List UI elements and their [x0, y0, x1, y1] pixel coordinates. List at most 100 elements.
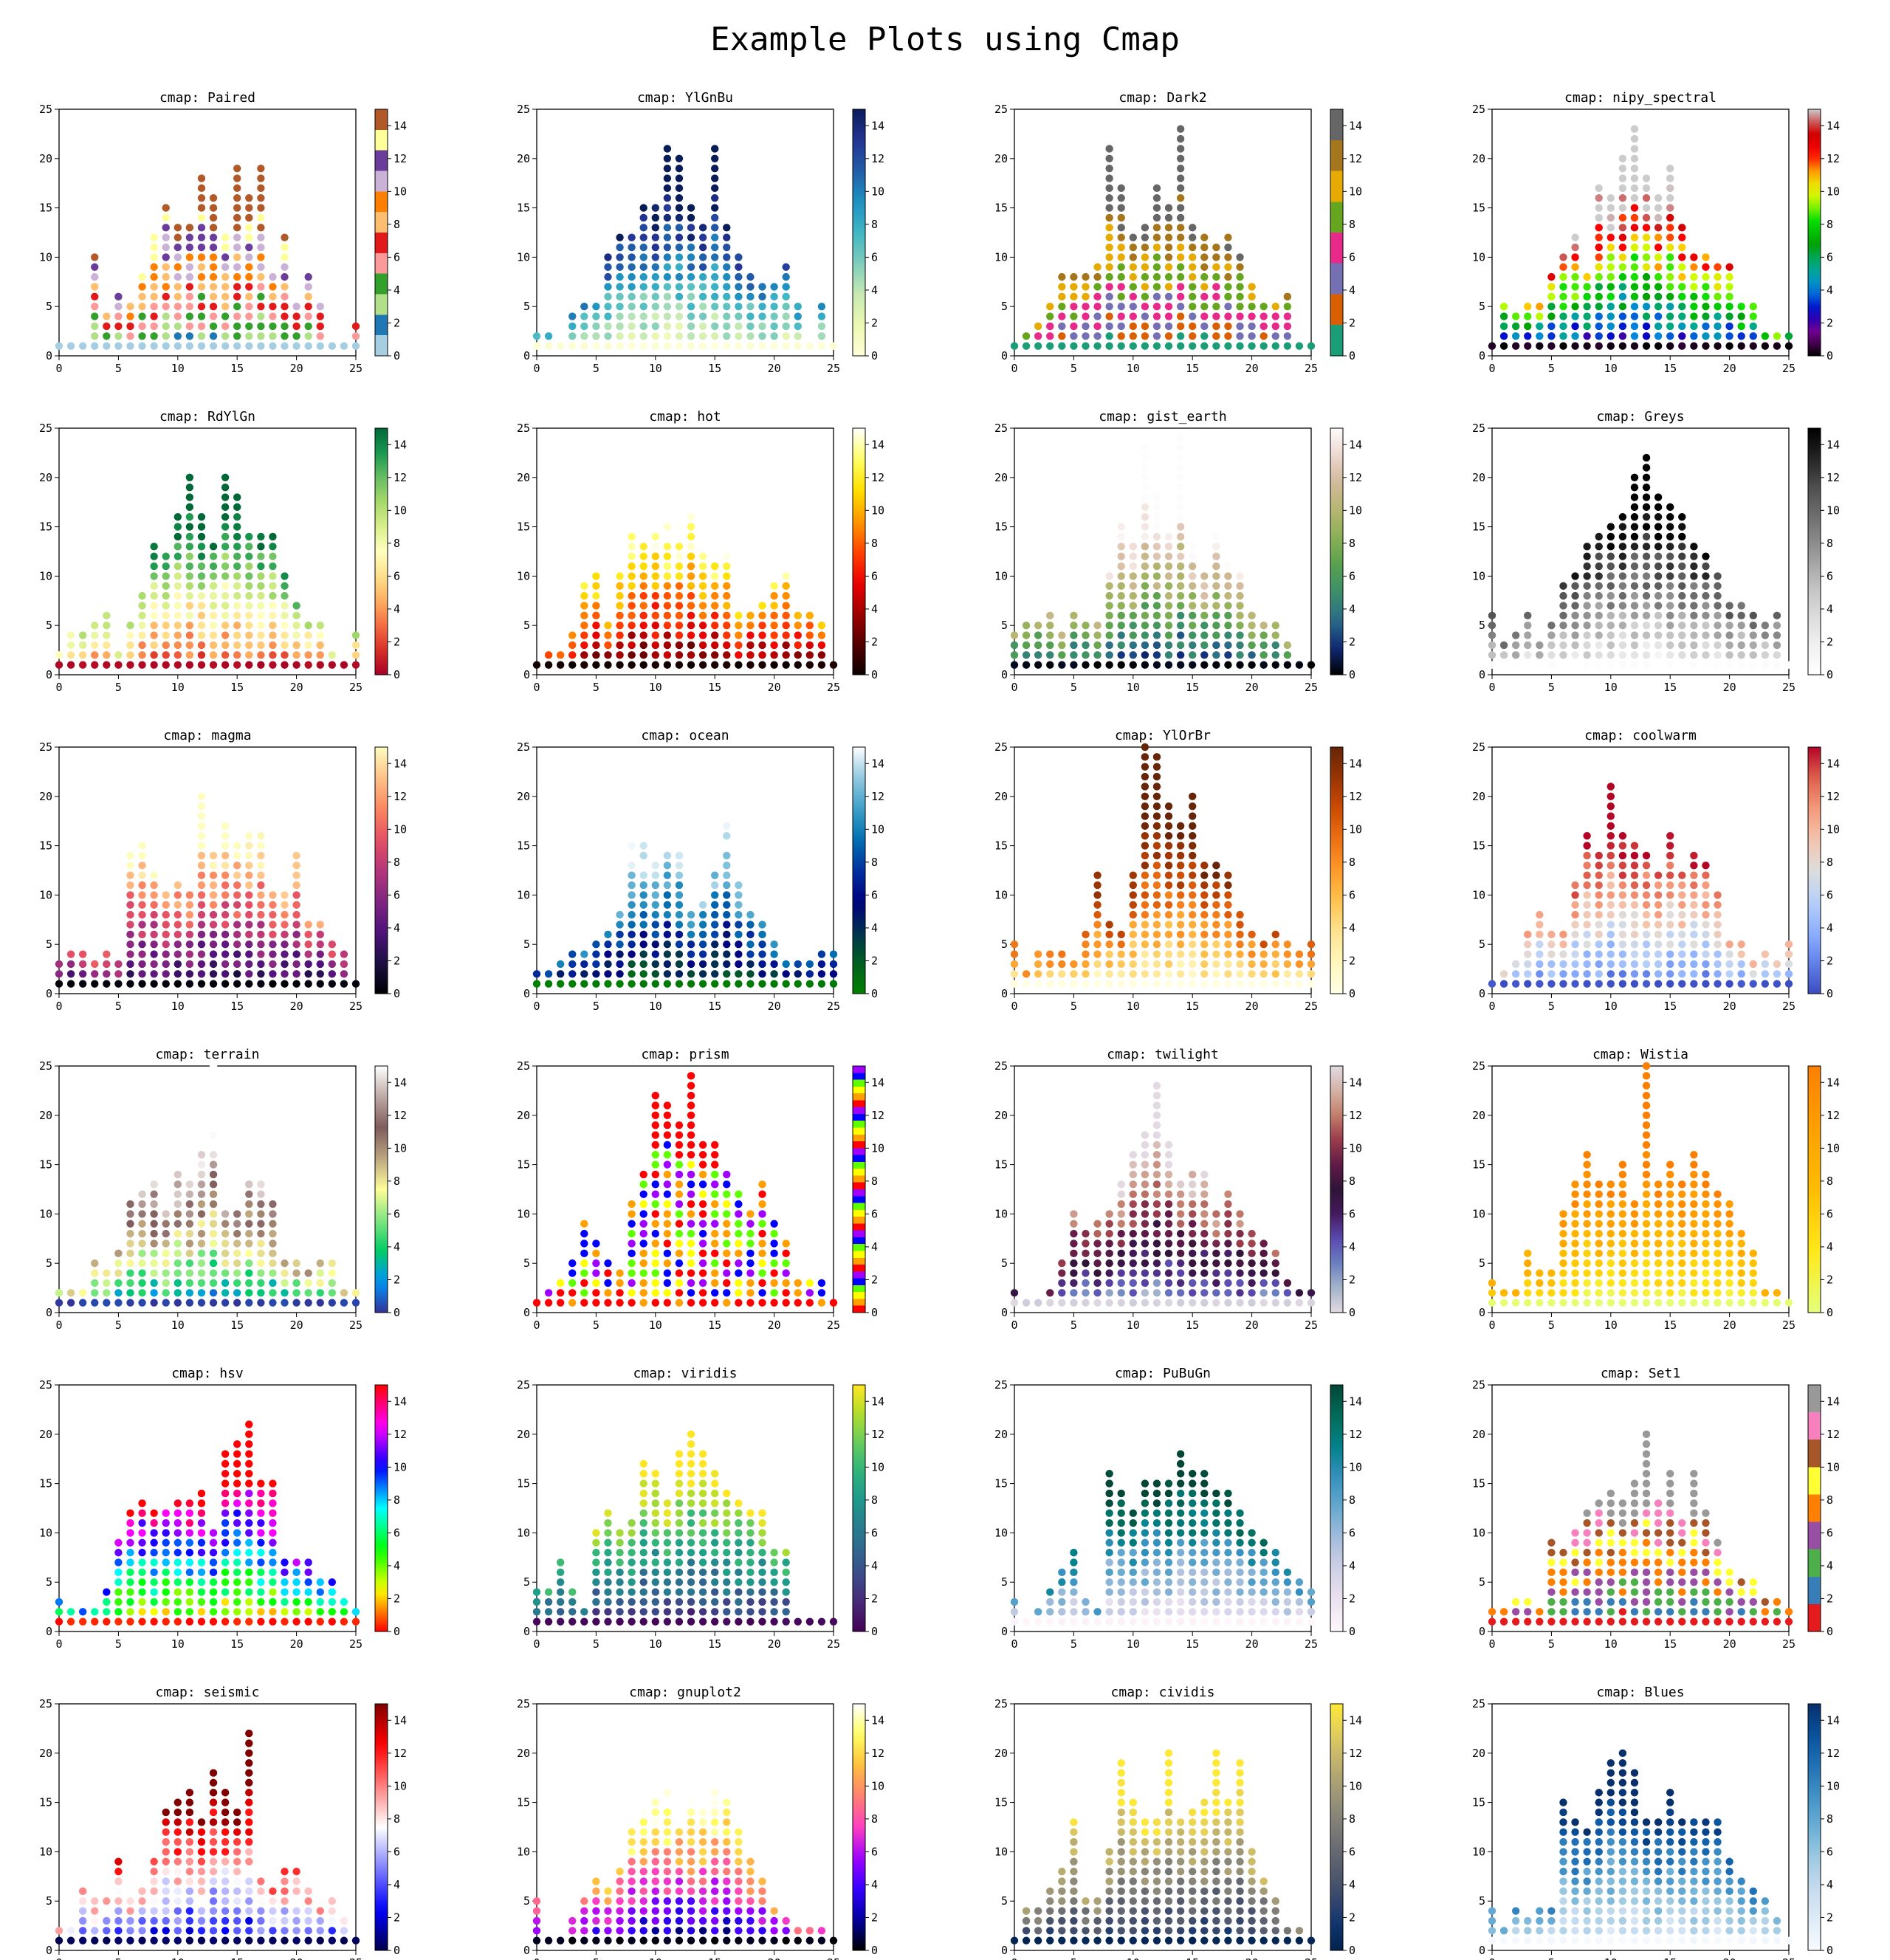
scatter-point [663, 950, 672, 958]
scatter-point [1654, 513, 1663, 521]
y-tick-label: 25 [517, 1059, 530, 1073]
scatter-point [1248, 1299, 1256, 1307]
scatter-point [209, 1151, 218, 1159]
scatter-point [78, 1289, 87, 1297]
colorbar-tick-label: 4 [1827, 1240, 1833, 1254]
scatter-point [209, 1617, 218, 1626]
scatter-point [1082, 1299, 1090, 1307]
colorbar [374, 427, 388, 675]
x-tick-label: 10 [171, 362, 185, 375]
colorbar-tick-label: 4 [1349, 921, 1355, 935]
scatter-point [185, 503, 194, 512]
scatter-point [711, 1170, 719, 1179]
scatter-point [770, 960, 778, 969]
scatter-point [675, 1239, 684, 1248]
scatter-point [675, 332, 684, 340]
scatter-point [1141, 641, 1150, 650]
scatter-point [639, 532, 647, 541]
scatter-point [794, 980, 802, 988]
scatter-point [1141, 1299, 1150, 1307]
scatter-point [556, 970, 565, 978]
scatter-point [1547, 661, 1556, 669]
scatter-point [185, 1588, 194, 1596]
scatter-point [592, 1259, 600, 1268]
scatter-point [1117, 970, 1125, 978]
scatter-point [197, 1200, 206, 1208]
scatter-point [1152, 862, 1161, 870]
scatter-point [1117, 930, 1125, 939]
scatter-point [351, 1608, 360, 1616]
scatter-point [1784, 941, 1793, 949]
scatter-point [1117, 322, 1125, 331]
scatter-point [209, 1229, 218, 1238]
scatter-point [173, 1269, 182, 1277]
scatter-point [103, 1279, 111, 1287]
scatter-point [162, 970, 170, 978]
colorbar [852, 1065, 866, 1313]
scatter-point [616, 243, 624, 252]
scatter-point [735, 910, 743, 919]
scatter-point [1595, 941, 1603, 949]
scatter-point [604, 283, 612, 291]
scatter-point [1618, 881, 1627, 890]
scatter-point [162, 342, 170, 350]
scatter-point [351, 631, 360, 639]
scatter-point [1678, 891, 1686, 899]
scatter-point [197, 941, 206, 949]
scatter-point [568, 332, 577, 340]
scatter-point [1618, 901, 1627, 909]
scatter-point [735, 283, 743, 291]
scatter-point [1248, 303, 1256, 311]
scatter-point [1642, 272, 1651, 281]
colorbar-tick-label: 4 [394, 602, 400, 616]
scatter-point [221, 1578, 230, 1586]
scatter-point [233, 1499, 241, 1507]
scatter-point [114, 1598, 123, 1606]
scatter-point [162, 1249, 170, 1258]
scatter-point [817, 622, 826, 630]
scatter-point [1082, 312, 1090, 320]
scatter-point [1714, 1289, 1722, 1297]
scatter-point [1152, 802, 1161, 811]
scatter-point [1690, 631, 1698, 639]
scatter-point [1595, 901, 1603, 909]
scatter-point [1666, 213, 1674, 222]
scatter-point [233, 263, 241, 271]
scatter-point [1559, 1259, 1567, 1268]
scatter-point [138, 602, 146, 610]
scatter-point [245, 1420, 253, 1428]
scatter-point [1141, 292, 1150, 301]
scatter-point [663, 641, 672, 650]
scatter-point [1678, 523, 1686, 531]
y-tick-label: 20 [39, 790, 52, 803]
scatter-point [1046, 622, 1054, 630]
scatter-point [628, 342, 636, 350]
scatter-point [687, 1200, 695, 1208]
scatter-point [1666, 1180, 1674, 1189]
scatter-point [269, 342, 277, 350]
scatter-point [1141, 444, 1150, 452]
scatter-point [209, 1200, 218, 1208]
scatter-point [1224, 1239, 1232, 1248]
scatter-point [639, 1598, 647, 1606]
scatter-point [55, 1299, 63, 1307]
scatter-point [1559, 292, 1567, 301]
x-tick-label: 20 [768, 1637, 781, 1651]
scatter-point [209, 1578, 218, 1586]
scatter-point [1571, 1249, 1579, 1258]
scatter-point [735, 1190, 743, 1198]
scatter-point [1141, 871, 1150, 879]
scatter-point [1654, 204, 1663, 212]
scatter-point [616, 1598, 624, 1606]
colorbar-tick-label: 14 [871, 1076, 884, 1089]
scatter-point [698, 1239, 707, 1248]
scatter-point [1595, 960, 1603, 969]
scatter-point [221, 582, 230, 590]
scatter-point [91, 253, 99, 261]
scatter-point [1200, 1220, 1209, 1228]
scatter-point [1093, 910, 1102, 919]
scatter-point [1618, 921, 1627, 929]
scatter-point [1606, 272, 1615, 281]
x-tick-label: 15 [230, 362, 244, 375]
scatter-point [698, 572, 707, 580]
